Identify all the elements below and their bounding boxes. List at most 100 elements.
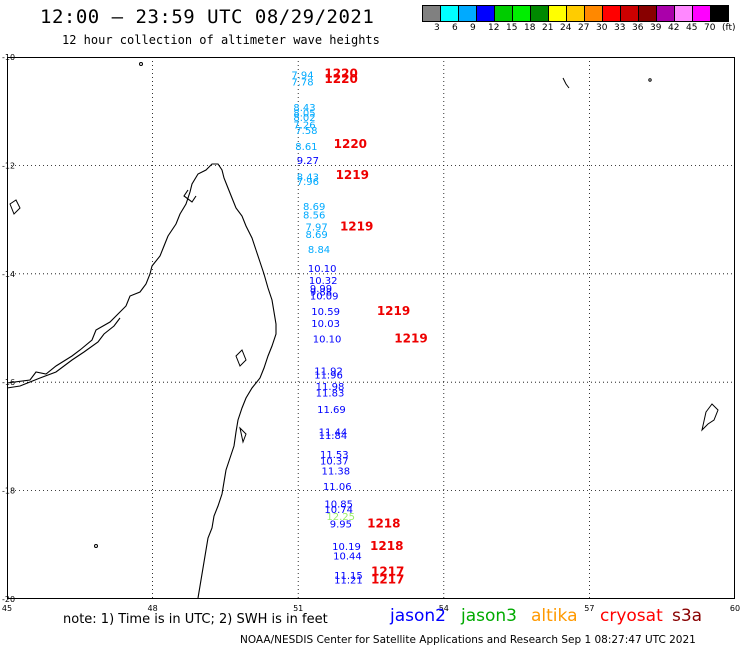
swh-value: 8.02	[293, 113, 315, 124]
time-label: 1218	[370, 539, 403, 553]
map-title: 12:00 – 23:59 UTC 08/29/2021	[40, 6, 375, 28]
lon-tick-label: 45	[2, 604, 12, 613]
observation-times: 1220122012201219121912191219121812181217…	[324, 67, 427, 587]
island-west-1	[9, 199, 21, 215]
legend-label: 21	[542, 23, 554, 33]
legend-label: 9	[470, 23, 476, 33]
lon-tick-label: 54	[439, 604, 449, 613]
lat-tick-label: -14	[2, 270, 15, 279]
swh-value: 9.88	[310, 287, 332, 298]
swh-value: 11.83	[316, 388, 345, 399]
map-subtitle: 12 hour collection of altimeter wave hei…	[62, 33, 380, 47]
island-north-1	[562, 77, 570, 89]
swh-value: 11.92	[314, 367, 343, 378]
swh-value: 7.97	[305, 222, 327, 233]
legend-label: 12	[488, 23, 500, 33]
legend-label: 30	[596, 23, 608, 33]
swh-value: 10.09	[310, 291, 339, 302]
time-label: 1217	[371, 572, 404, 586]
time-label: 1219	[336, 168, 369, 182]
swh-value: 11.21	[334, 575, 363, 586]
time-label: 1217	[371, 565, 404, 579]
time-label: 1220	[324, 67, 357, 81]
swh-value: 8.69	[303, 202, 325, 213]
swh-value: 11.84	[319, 431, 348, 442]
legend-label: 18	[524, 23, 536, 33]
color-legend-labels: 3 6 9 12 15 18 21 24 27 30 33 36 39 42 45 70 (ft)	[422, 23, 740, 35]
map-frame	[7, 57, 735, 599]
swh-value: 11.98	[316, 382, 345, 393]
island-east-1	[701, 403, 719, 432]
time-label: 1219	[394, 332, 427, 346]
lon-tick-label: 51	[293, 604, 303, 613]
lon-tick-label: 57	[584, 604, 594, 613]
swh-value: 8.84	[308, 245, 330, 256]
swh-value: 11.44	[319, 427, 348, 438]
time-label: 1219	[377, 304, 410, 318]
axis-labels: 45 48 51 54 57 60 -10 -12 -14 -16 -18 -20	[2, 53, 740, 613]
small-islands	[9, 62, 719, 548]
legend-label: 3	[434, 23, 440, 33]
swh-value: 10.19	[332, 542, 361, 553]
swh-value: 11.96	[314, 370, 343, 381]
legend-label: 45	[686, 23, 698, 33]
legend-swatch	[710, 5, 729, 22]
legend-label: 24	[560, 23, 572, 33]
island-west-2	[235, 349, 247, 367]
legend-label: 6	[452, 23, 458, 33]
swh-value: 7.94	[291, 71, 313, 82]
swh-value: 12.25	[326, 512, 355, 523]
time-label: 1220	[324, 72, 357, 86]
lat-tick-label: -18	[2, 487, 15, 496]
lat-tick-label: -16	[2, 378, 15, 387]
bay-coastline	[183, 189, 197, 203]
swh-value: 7.26	[293, 121, 315, 132]
swh-observations: 7.947.788.438.058.027.267.588.619.278.43…	[291, 71, 362, 587]
satellite-cryosat: cryosat	[600, 606, 663, 626]
footer-credit: NOAA/NESDIS Center for Satellite Applica…	[240, 634, 696, 646]
swh-value: 7.58	[295, 126, 317, 137]
swh-value: 8.43	[293, 103, 315, 114]
lat-tick-label: -20	[2, 595, 15, 604]
island-dot-3	[648, 78, 652, 82]
swh-value: 11.15	[334, 571, 363, 582]
satellite-jason3: jason3	[461, 606, 517, 626]
swh-value: 10.85	[324, 499, 353, 510]
satellite-jason2: jason2	[390, 606, 446, 626]
satellite-altika: altika	[531, 606, 578, 626]
swh-value: 8.43	[297, 173, 319, 184]
coastline	[6, 163, 277, 599]
swh-value: 11.06	[323, 482, 352, 493]
swh-value: 9.95	[330, 519, 352, 530]
swh-value: 8.56	[303, 211, 325, 222]
time-label: 1220	[334, 137, 367, 151]
swh-value: 11.38	[321, 466, 350, 477]
swh-value: 8.69	[305, 230, 327, 241]
swh-value: 8.61	[295, 142, 317, 153]
lon-tick-label: 48	[148, 604, 158, 613]
island-east-2	[239, 426, 247, 444]
madagascar-inner-coast	[6, 317, 121, 389]
legend-label: 27	[578, 23, 590, 33]
legend-label: 39	[650, 23, 662, 33]
swh-value: 10.59	[311, 307, 340, 318]
legend-label: 70	[704, 23, 716, 33]
swh-value: 10.10	[313, 335, 342, 346]
madagascar-coastline	[6, 163, 277, 599]
swh-value: 9.99	[310, 284, 332, 295]
color-legend	[422, 5, 729, 22]
swh-value: 10.32	[309, 276, 338, 287]
legend-label: 33	[614, 23, 626, 33]
legend-label: 36	[632, 23, 644, 33]
lat-tick-label: -10	[2, 53, 15, 62]
swh-value: 10.37	[320, 457, 349, 468]
lat-lon-grid	[7, 57, 735, 599]
island-dot-2	[94, 544, 98, 548]
legend-label: 42	[668, 23, 680, 33]
swh-value: 10.10	[308, 264, 337, 275]
lat-tick-label: -12	[2, 161, 15, 170]
swh-value: 7.96	[297, 177, 319, 188]
time-label: 1219	[340, 219, 373, 233]
satellite-s3a: s3a	[672, 606, 703, 626]
